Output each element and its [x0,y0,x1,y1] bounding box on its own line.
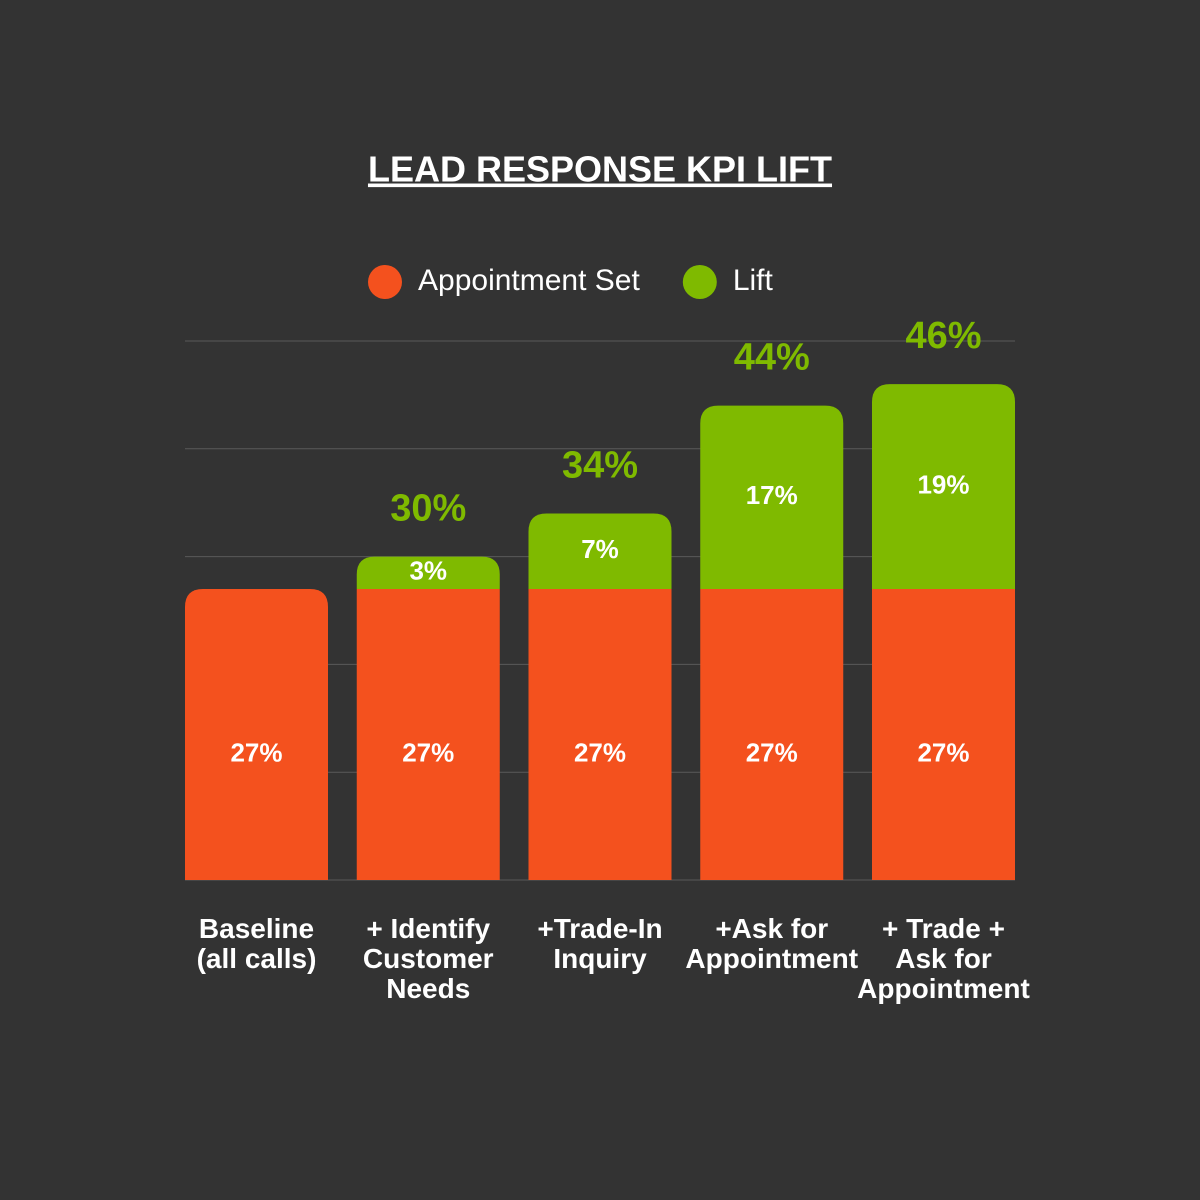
bar-segment [185,588,328,880]
value-label: 3% [409,556,447,586]
value-label: 27% [917,737,969,767]
bar-segment [872,384,1015,589]
value-label: 27% [402,737,454,767]
legend-label: Appointment Set [418,264,640,297]
x-tick-label: +Trade-In Inquiry [537,913,663,974]
legend-swatch [682,265,717,299]
value-label: 19% [917,469,969,499]
x-tick-label: + Trade + Ask for Appointment [857,913,1030,1004]
legend-label: Lift [733,264,774,297]
total-label: 30% [390,488,466,530]
legend-swatch [368,265,402,299]
value-label: 7% [581,534,619,564]
x-tick-label: + Identify Customer Needs [362,913,494,1004]
value-label: 27% [230,737,282,767]
x-tick-label: +Ask for Appointment [685,913,859,974]
total-label: 46% [905,315,981,357]
bar-segment [872,588,1015,880]
value-label: 27% [746,737,798,767]
bar-segment [528,588,672,880]
total-label: 34% [562,445,638,487]
bar-segment [356,588,500,880]
bar-segment [528,513,672,589]
bar-segment [700,588,844,880]
total-label: 44% [734,337,810,379]
bar-segment [700,405,844,589]
bar-segment [356,556,500,589]
value-label: 17% [746,480,798,510]
chart-title: LEAD RESPONSE KPI LIFT [368,149,832,190]
x-tick-label: Baseline (all calls) [196,913,317,974]
value-label: 27% [574,737,626,767]
